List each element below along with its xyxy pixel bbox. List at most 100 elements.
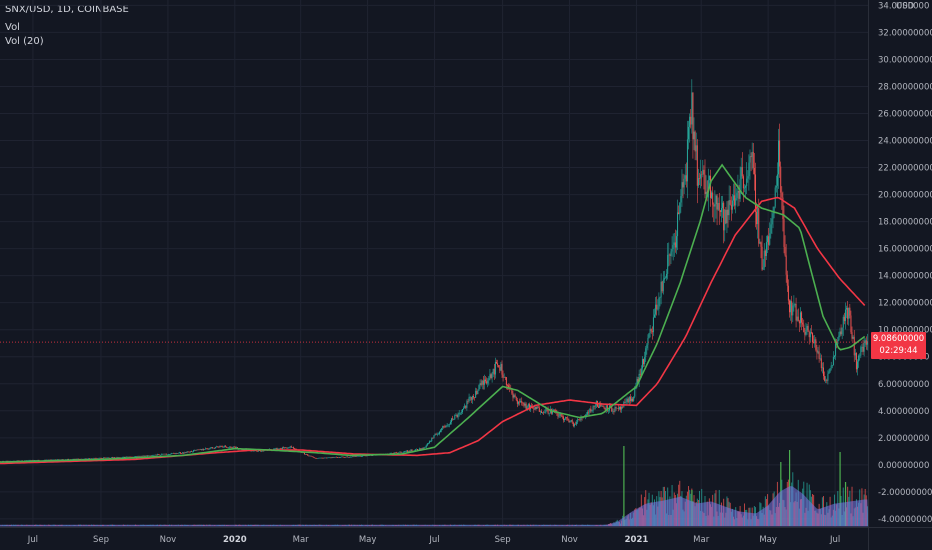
candle-body xyxy=(578,419,580,420)
candle-body xyxy=(571,420,573,423)
candle-body xyxy=(284,447,286,448)
candle-body xyxy=(809,332,811,338)
price-tick-label: -4.00000000 xyxy=(878,515,932,525)
vol-indicator-label[interactable]: Vol xyxy=(5,22,20,33)
candle-body xyxy=(818,351,820,359)
candle-body xyxy=(318,457,320,459)
candle-body xyxy=(864,340,866,344)
candle-body xyxy=(102,458,104,459)
candle-body xyxy=(781,192,783,198)
candle-body xyxy=(831,365,833,366)
candle-body xyxy=(158,454,160,455)
candle-body xyxy=(431,438,433,442)
candle-body xyxy=(275,448,277,449)
symbol-title[interactable]: SNX/USD, 1D, COINBASE xyxy=(5,4,129,15)
candle-body xyxy=(716,195,718,210)
series xyxy=(0,163,868,465)
candle-body xyxy=(681,182,683,197)
candle-body xyxy=(515,396,517,401)
candle-body xyxy=(95,458,97,459)
candle-body xyxy=(274,448,276,450)
candle-body xyxy=(696,145,698,186)
candle-body xyxy=(138,456,140,457)
candle-body xyxy=(505,377,507,386)
candle-body xyxy=(400,451,402,453)
candle-body xyxy=(792,305,794,316)
candle-body xyxy=(691,92,693,125)
candle-body xyxy=(713,204,715,207)
candle-body xyxy=(633,396,635,402)
candle-body xyxy=(167,454,169,455)
candle-body xyxy=(86,458,88,460)
candle-body xyxy=(564,418,566,421)
candle-body xyxy=(603,406,605,408)
candle-body xyxy=(764,250,766,257)
candle-body xyxy=(308,455,310,457)
candle-body xyxy=(634,389,636,397)
candle-body xyxy=(179,452,181,454)
candle-body xyxy=(662,279,664,292)
candle-body xyxy=(356,456,358,458)
price-tick-label: 4.00000000 xyxy=(878,407,929,417)
candle-body xyxy=(567,418,569,421)
candle-body xyxy=(810,332,812,333)
candle-body xyxy=(503,377,505,378)
price-tick-label: 6.00000000 xyxy=(878,380,929,390)
candle-body xyxy=(528,404,530,410)
candle-body xyxy=(590,408,592,412)
candle-body xyxy=(793,304,795,306)
candle-body xyxy=(602,405,604,407)
price-tick-label: 24.00000000 xyxy=(878,137,932,147)
candle-body xyxy=(630,398,632,402)
candle-body xyxy=(328,457,330,459)
candle-body xyxy=(747,176,749,179)
candle-body xyxy=(316,458,318,459)
candle-body xyxy=(156,454,158,456)
candle-body xyxy=(256,451,258,452)
date-tick-label: Jul xyxy=(829,535,840,545)
candle-body xyxy=(173,453,175,454)
candle-body xyxy=(342,456,344,458)
candle-body xyxy=(741,167,743,177)
candle-body xyxy=(195,449,197,451)
candle-body xyxy=(522,402,524,404)
candle-body xyxy=(736,192,738,199)
candle-body xyxy=(217,446,219,448)
candle-body xyxy=(500,363,502,371)
candle-body xyxy=(720,208,722,212)
candle-body xyxy=(407,450,409,452)
candle-body xyxy=(224,445,226,447)
candle-body xyxy=(543,412,545,414)
candle-body xyxy=(828,371,830,374)
candle-body xyxy=(438,431,440,434)
candle-body xyxy=(664,277,666,279)
candle-body xyxy=(657,308,659,310)
candle-body xyxy=(671,249,673,252)
candle-body xyxy=(626,398,628,402)
candle-body xyxy=(210,447,212,448)
date-tick-label: Jul xyxy=(27,535,38,545)
vol-ma-indicator-label[interactable]: Vol (20) xyxy=(5,36,44,47)
price-tick-label: 34.0000000 xyxy=(878,1,929,11)
candle-body xyxy=(679,202,681,215)
candle-body xyxy=(451,418,453,423)
candle-body xyxy=(536,406,538,409)
price-tick-label: 20.00000000 xyxy=(878,191,932,201)
candle-body xyxy=(290,446,292,448)
candle-body xyxy=(520,400,522,403)
candle-body xyxy=(287,447,289,449)
candle-body xyxy=(192,451,194,453)
candle-body xyxy=(519,401,521,403)
candle-body xyxy=(613,411,615,412)
candle-body xyxy=(399,451,401,453)
candle-body xyxy=(323,457,325,459)
candle-body xyxy=(197,449,199,451)
candle-body xyxy=(534,407,536,410)
candle-body xyxy=(517,401,519,404)
candle-body xyxy=(117,457,119,458)
candle-body xyxy=(397,452,399,454)
candle-body xyxy=(347,457,349,458)
candles xyxy=(0,79,869,463)
candle-body xyxy=(695,145,697,152)
